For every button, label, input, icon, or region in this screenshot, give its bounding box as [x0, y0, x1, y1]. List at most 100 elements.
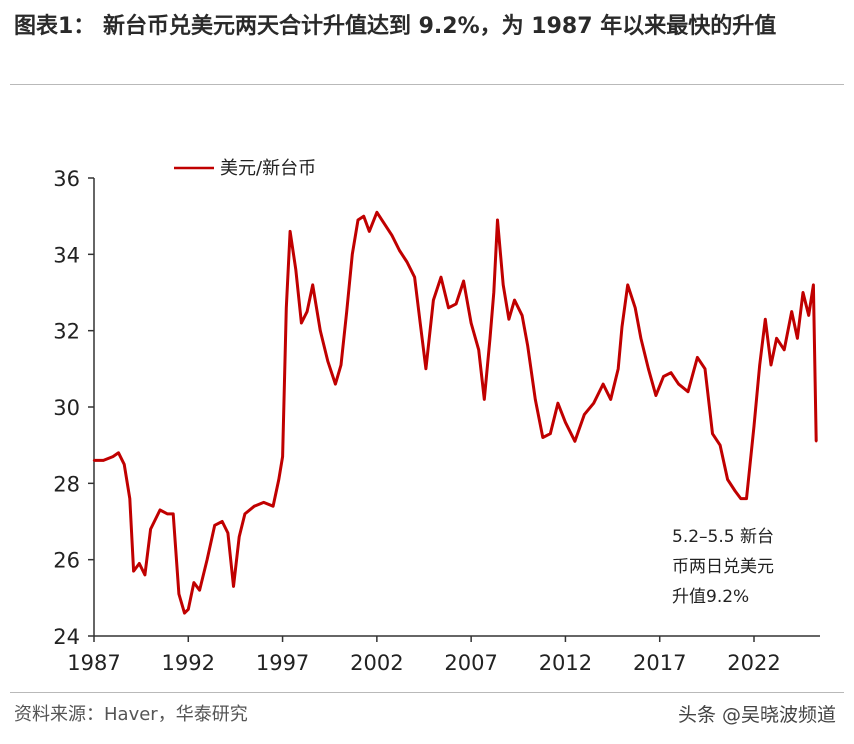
data-point	[507, 318, 511, 321]
data-point	[177, 592, 181, 596]
data-point	[696, 356, 699, 359]
data-point	[477, 348, 480, 351]
data-point	[187, 608, 190, 611]
data-point	[592, 402, 595, 405]
data-point	[513, 298, 516, 302]
data-point	[339, 363, 343, 367]
data-point	[534, 398, 537, 401]
x-axis: 1987 1992 1997 2002 2007 2012 2017 2022	[67, 635, 820, 675]
data-point	[733, 489, 737, 493]
x-tick-label: 1992	[162, 651, 215, 675]
data-point	[634, 306, 637, 309]
data-point	[669, 371, 673, 374]
data-point	[311, 283, 314, 287]
data-point	[439, 276, 443, 279]
data-point	[285, 306, 288, 309]
data-point	[128, 497, 131, 500]
data-point	[158, 508, 162, 512]
data-point	[102, 459, 105, 462]
figure-title: 图表1： 新台币兑美元两天合计升值达到 9.2%，为 1987 年以来最快的升值	[14, 14, 777, 39]
data-point	[383, 222, 386, 225]
data-point	[226, 531, 230, 535]
data-point	[769, 363, 773, 367]
data-point	[654, 394, 658, 397]
data-point	[281, 455, 284, 458]
x-tick-label: 2022	[727, 651, 780, 675]
data-point	[183, 611, 186, 615]
x-tick-label: 2007	[444, 651, 497, 675]
data-point	[726, 478, 729, 481]
data-point	[221, 520, 224, 523]
data-point	[143, 573, 147, 577]
data-point	[149, 527, 152, 531]
data-point	[609, 398, 612, 401]
data-point	[790, 310, 793, 313]
data-point	[390, 234, 394, 237]
data-point	[205, 558, 209, 561]
data-point	[166, 512, 169, 516]
data-point	[413, 276, 416, 279]
data-point	[198, 589, 201, 592]
annotation-line-1: 5.2–5.5 新台	[672, 527, 774, 547]
source-note: 资料来源：Haver，华泰研究	[14, 704, 248, 725]
data-point	[775, 337, 778, 340]
data-point	[520, 314, 524, 317]
data-point	[454, 302, 458, 306]
data-point	[662, 375, 665, 378]
data-point	[583, 413, 586, 416]
data-point	[488, 337, 492, 340]
data-point	[469, 321, 473, 325]
data-point	[601, 382, 605, 386]
data-point	[243, 512, 247, 516]
x-tick-label: 2002	[350, 651, 403, 675]
data-point	[556, 402, 560, 405]
x-tick-label: 2017	[633, 651, 686, 675]
annotation-line-2: 币两日兑美元	[672, 557, 774, 577]
data-point	[351, 253, 354, 256]
x-tick-label: 2012	[539, 651, 592, 675]
title-divider	[10, 84, 844, 85]
data-point	[132, 569, 135, 573]
data-point	[123, 463, 126, 466]
data-point	[812, 283, 815, 287]
data-point	[745, 497, 748, 500]
data-point	[138, 562, 141, 565]
data-point	[815, 440, 818, 443]
data-point	[526, 344, 529, 348]
data-point	[288, 230, 292, 233]
data-point	[739, 497, 742, 500]
data-point	[718, 444, 722, 447]
data-point	[758, 363, 761, 367]
data-point	[801, 291, 805, 294]
data-point	[362, 215, 365, 218]
data-point	[326, 360, 329, 363]
x-tick-label: 1987	[67, 651, 120, 675]
data-point	[711, 432, 714, 435]
data-point	[277, 478, 280, 481]
data-point	[677, 382, 680, 386]
data-point	[541, 436, 544, 439]
y-tick-label: 36	[53, 167, 80, 191]
data-point	[703, 367, 707, 370]
data-point	[368, 230, 371, 233]
y-axis: 24 26 28 30 32 34 36	[53, 167, 95, 649]
data-point	[117, 451, 120, 454]
data-point	[617, 367, 620, 370]
data-point	[213, 524, 216, 527]
data-point	[319, 329, 322, 332]
data-point	[502, 283, 505, 287]
data-point	[419, 321, 422, 325]
data-point	[405, 260, 409, 264]
data-point	[807, 314, 810, 317]
legend: 美元/新台币	[174, 158, 316, 179]
series-group	[92, 210, 818, 615]
data-point	[294, 268, 297, 271]
data-point	[232, 585, 235, 588]
y-tick-label: 32	[53, 320, 80, 344]
data-point	[111, 455, 115, 458]
data-point	[752, 424, 756, 428]
data-point	[253, 505, 256, 508]
data-point	[796, 337, 799, 340]
data-point	[620, 325, 624, 328]
watermark: 头条 @吴晓波频道	[677, 704, 836, 726]
